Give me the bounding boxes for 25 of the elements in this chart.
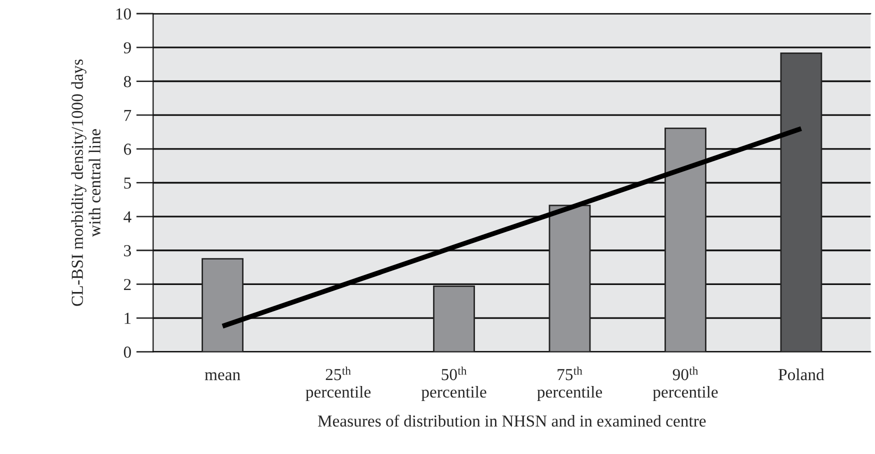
bar xyxy=(780,52,822,352)
x-tick-label: 25$^{th}$ percentile xyxy=(306,366,371,402)
y-axis-title: CL-BSI morbidity density/1000 days with central line xyxy=(71,59,100,306)
x-tick-label: 50$^{th}$ percentile xyxy=(421,366,486,402)
x-tick-label: Poland xyxy=(778,368,824,380)
x-axis-title: Measures of distribution in NHSN and in examined centre xyxy=(318,414,706,427)
x-tick-label: mean xyxy=(204,372,240,380)
y-tick-label: 3 xyxy=(124,245,131,256)
y-tick-label: 7 xyxy=(124,110,132,121)
bar xyxy=(548,204,591,352)
y-tick-label: 10 xyxy=(116,8,131,20)
bar xyxy=(433,286,475,352)
y-tick-label: 0 xyxy=(124,346,131,358)
y-tick-label: 2 xyxy=(124,278,131,290)
x-tick-label: 75$^{th}$ percentile xyxy=(537,366,602,402)
y-tick-label: 6 xyxy=(124,144,132,155)
y-tick-label: 1 xyxy=(124,312,131,324)
y-tick-label: 5 xyxy=(124,178,131,189)
y-tick-label: 9 xyxy=(124,42,131,54)
y-tick-label: 4 xyxy=(124,211,132,222)
bar xyxy=(664,128,706,352)
bar xyxy=(202,258,244,352)
x-tick-label: 90$^{th}$ percentile xyxy=(652,366,718,402)
line-series xyxy=(220,126,804,329)
y-tick-label: 8 xyxy=(124,76,131,88)
